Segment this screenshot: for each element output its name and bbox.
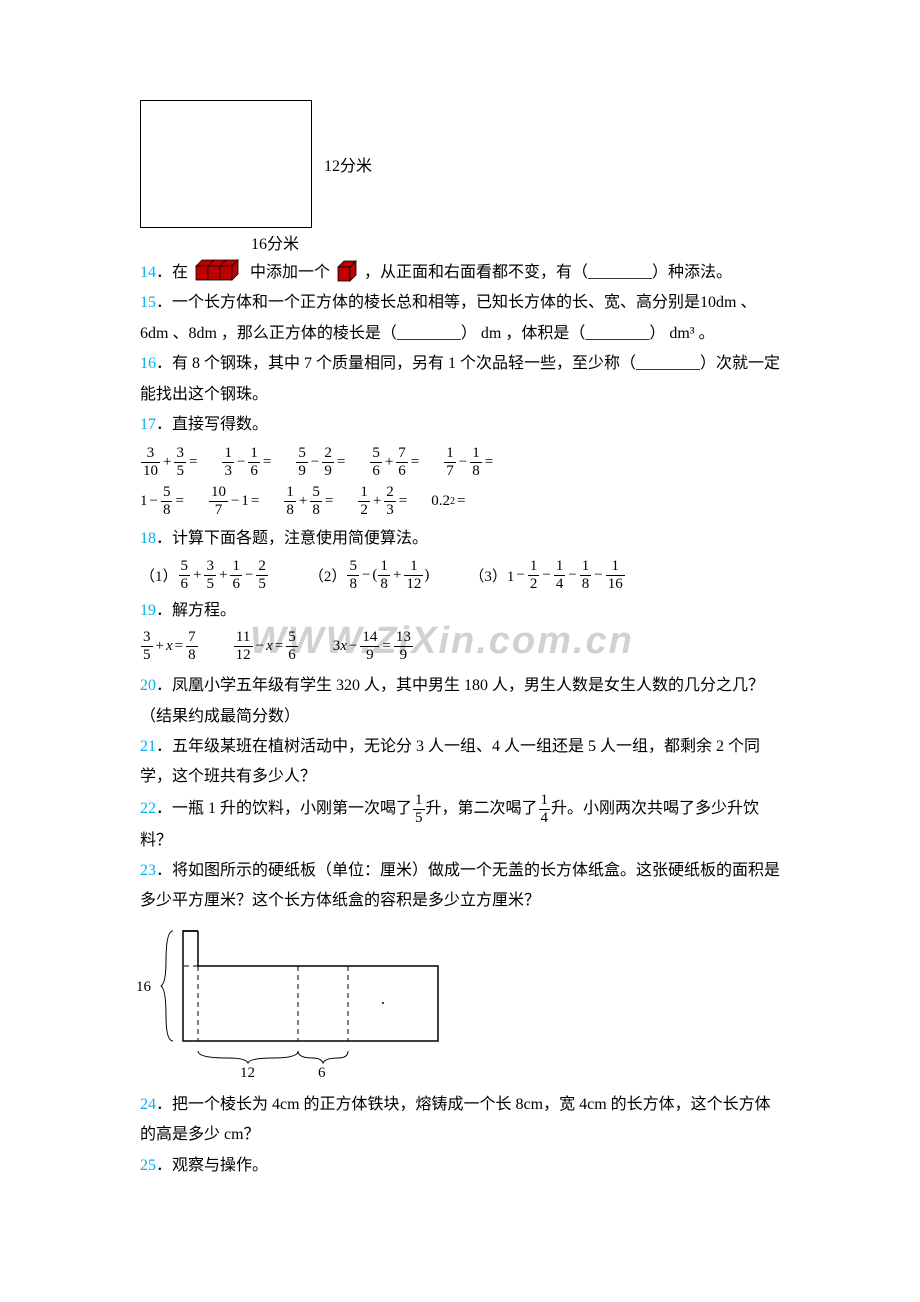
- question-22: 22．一瓶 1 升的饮料，小刚第一次喝了15升，第二次喝了14升。小刚两次共喝了…: [140, 793, 780, 826]
- q17-row2: 1−58= 107−1= 18+58= 12+23= 0.22=: [140, 485, 780, 518]
- qnum-25: 25: [140, 1157, 156, 1174]
- cubes-icon: [192, 258, 246, 288]
- label-12dm: 12分米: [324, 152, 372, 176]
- label-16dm: 16分米: [190, 230, 360, 254]
- qnum-17: 17: [140, 416, 156, 433]
- qnum-20: 20: [140, 677, 156, 694]
- q17-row1: 310+35= 13−16= 59−29= 56+76= 17−18=: [140, 446, 780, 479]
- qnum-19: 19: [140, 602, 156, 619]
- question-15: 15．一个长方体和一个正方体的棱长总和相等，已知长方体的长、宽、高分别是10dm…: [140, 288, 780, 349]
- label-12: 12: [240, 1065, 255, 1081]
- qnum-22: 22: [140, 800, 156, 817]
- diagram-rectangle: 12分米 16分米: [140, 100, 780, 254]
- question-19: 19．解方程。: [140, 596, 780, 626]
- question-24: 24．把一个棱长为 4cm 的正方体铁块，熔铸成一个长 8cm，宽 4cm 的长…: [140, 1090, 780, 1151]
- rectangle-shape: [140, 100, 312, 228]
- qnum-21: 21: [140, 738, 156, 755]
- qnum-14: 14: [140, 264, 156, 281]
- qnum-24: 24: [140, 1096, 156, 1113]
- question-22-cont: 料？: [140, 826, 780, 856]
- question-16: 16．有 8 个钢珠，其中 7 个质量相同，另有 1 个次品轻一些，至少称（__…: [140, 349, 780, 410]
- diagram-net: 16 12 6: [128, 921, 780, 1086]
- question-25: 25．观察与操作。: [140, 1151, 780, 1181]
- qnum-23: 23: [140, 862, 156, 879]
- question-20: 20．凤凰小学五年级有学生 320 人，其中男生 180 人，男生人数是女生人数…: [140, 671, 780, 732]
- question-23: 23．将如图所示的硬纸板（单位：厘米）做成一个无盖的长方体纸盒。这张硬纸板的面积…: [140, 856, 780, 917]
- q19-row: 35+x=78 1112−x=56 3x−149=139: [140, 630, 780, 663]
- q18-row: （1）56+35+16−25 （2）58−(18+112) （3）1−12−14…: [140, 559, 780, 592]
- question-21: 21．五年级某班在植树活动中，无论分 3 人一组、4 人一组还是 5 人一组，都…: [140, 732, 780, 793]
- label-6: 6: [318, 1065, 326, 1081]
- page: 12分米 16分米 14．在 中添加一个 ，从正面和右面看都不变，有（_____…: [0, 0, 920, 1221]
- question-14: 14．在 中添加一个 ，从正面和右面看都不变，有（________）种添法。: [140, 258, 780, 288]
- question-18: 18．计算下面各题，注意使用简便算法。: [140, 524, 780, 554]
- single-cube-icon: [334, 259, 360, 287]
- label-16: 16: [136, 979, 152, 995]
- qnum-15: 15: [140, 294, 156, 311]
- question-17: 17．直接写得数。: [140, 410, 780, 440]
- qnum-18: 18: [140, 530, 156, 547]
- qnum-16: 16: [140, 355, 156, 372]
